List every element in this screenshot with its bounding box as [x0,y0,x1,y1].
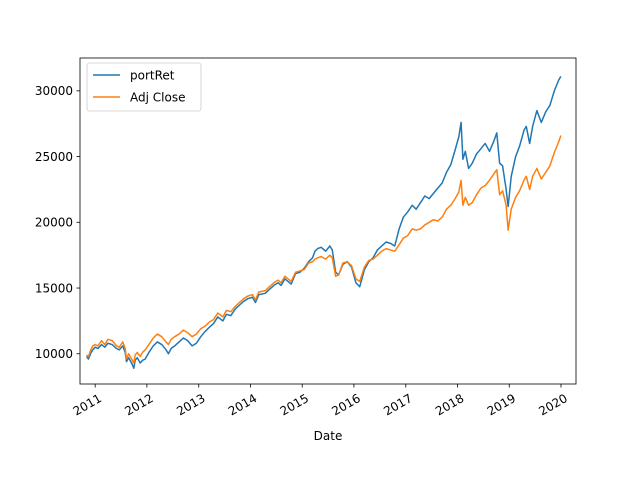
y-axis: 10000 15000 20000 25000 30000 [35,84,80,361]
y-tick-label: 30000 [35,84,73,98]
legend-label-1: Adj Close [130,90,185,104]
x-axis-label: Date [314,429,343,443]
x-axis: 2011 2012 2013 2014 2015 2016 2017 2018 2019 2020 [71,384,570,418]
series-layer [85,76,562,369]
y-tick-label: 25000 [35,150,73,164]
legend-label-0: portRet [130,68,175,82]
plot-area-frame [79,57,577,385]
series-line-1 [86,135,562,364]
y-tick-label: 20000 [35,216,73,230]
series-line-0 [85,76,562,369]
legend: portRet Adj Close [86,62,202,112]
y-tick-label: 10000 [35,347,73,361]
y-tick-label: 15000 [35,281,73,295]
